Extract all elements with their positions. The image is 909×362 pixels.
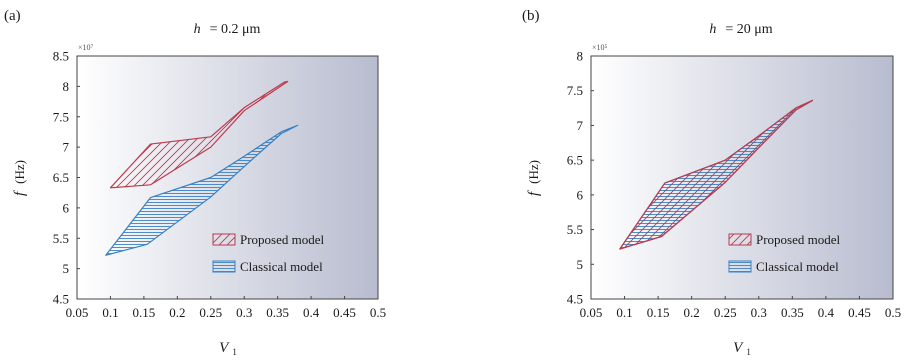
y-tick-label: 8: [577, 49, 584, 64]
title-symbol-a: h: [194, 22, 201, 37]
x-tick-label: 0.45: [848, 305, 871, 320]
x-tick-label: 0.4: [818, 305, 835, 320]
x-tick-label: 0.2: [684, 305, 700, 320]
series-band-classical: [105, 124, 299, 256]
legend-swatch-classical-a: [212, 260, 236, 273]
plot-area-b: [619, 99, 814, 250]
panel-a: (a) h = 0.2 μm ×10⁷ f (Hz) V 1 Proposed …: [4, 8, 379, 357]
x-tick-label: 0.25: [714, 305, 737, 320]
y-tick-label: 6.5: [53, 170, 69, 185]
x-tick-label: 0.5: [885, 305, 901, 320]
title-value-a: = 0.2 μm: [210, 22, 261, 37]
y-axis-symbol-a: f: [12, 190, 28, 196]
y-tick-label: 7: [577, 118, 584, 133]
legend-swatch-classical-b: [728, 260, 752, 273]
plot-background-b: [591, 56, 893, 299]
y-tick-label: 6: [63, 200, 70, 215]
legend-swatch-proposed-b: [728, 233, 752, 246]
series-band-proposed: [109, 80, 289, 189]
legend-b: Proposed model Classical model: [728, 232, 841, 274]
x-axis-label-b: V 1: [733, 339, 751, 357]
title-symbol-b: h: [709, 22, 716, 37]
y-tick-label: 5: [63, 261, 70, 276]
panel-b: (b) h = 20 μm ×10⁵ f (Hz) V 1 Proposed m…: [522, 8, 894, 357]
x-tick-label: 0.45: [333, 305, 356, 320]
legend-label-proposed-a: Proposed model: [240, 232, 325, 247]
legend-label-classical-b: Classical model: [756, 259, 839, 274]
series-band-proposed: [619, 99, 814, 250]
y-axis-label-b: f (Hz): [525, 160, 542, 196]
x-tick-label: 0.5: [370, 305, 386, 320]
legend-label-proposed-b: Proposed model: [756, 232, 841, 247]
x-axis-subscript-b: 1: [746, 347, 751, 357]
y-tick-label: 7.5: [567, 83, 583, 98]
y-tick-label: 7.5: [53, 109, 69, 124]
title-value-b: = 20 μm: [725, 22, 772, 37]
y-axis-unit-b: (Hz): [526, 160, 541, 184]
x-tick-label: 0.1: [616, 305, 632, 320]
x-tick-label: 0.15: [647, 305, 670, 320]
y-tick-label: 5.5: [567, 222, 583, 237]
legend-label-classical-a: Classical model: [240, 259, 323, 274]
plot-frame-b: [590, 55, 894, 300]
x-tick-label: 0.3: [236, 305, 252, 320]
x-tick-label: 0.2: [169, 305, 185, 320]
x-tick-label: 0.15: [133, 305, 156, 320]
y-tick-label: 5.5: [53, 231, 69, 246]
y-axis-symbol-b: f: [526, 190, 542, 196]
x-axis-subscript-a: 1: [232, 347, 237, 357]
x-tick-label: 0.3: [751, 305, 767, 320]
y-axis-unit-a: (Hz): [12, 160, 27, 184]
y-tick-label: 4.5: [567, 292, 583, 307]
x-axis-symbol-b: V: [733, 340, 744, 356]
x-tick-label: 0.1: [102, 305, 118, 320]
y-tick-label: 5: [577, 257, 584, 272]
y-tick-label: 8: [63, 79, 70, 94]
y-tick-label: 7: [63, 140, 70, 155]
chart-title-a: h = 0.2 μm: [194, 20, 261, 37]
x-axis-symbol-a: V: [219, 340, 230, 356]
chart-title-b: h = 20 μm: [709, 20, 772, 37]
legend-a: Proposed model Classical model: [212, 232, 325, 274]
y-multiplier-b: ×10⁵: [592, 43, 608, 52]
y-axis-label-a: f (Hz): [11, 160, 28, 196]
x-tick-label: 0.25: [199, 305, 222, 320]
y-tick-label: 4.5: [53, 292, 69, 307]
y-tick-label: 6.5: [567, 153, 583, 168]
legend-swatch-proposed-a: [212, 233, 236, 246]
panel-label-b: (b): [522, 8, 540, 24]
x-tick-label: 0.35: [266, 305, 289, 320]
x-tick-label: 0.4: [303, 305, 320, 320]
x-tick-label: 0.05: [580, 305, 603, 320]
x-axis-label-a: V 1: [219, 339, 237, 357]
x-tick-label: 0.05: [66, 305, 89, 320]
panel-label-a: (a): [4, 8, 21, 24]
x-tick-label: 0.35: [781, 305, 804, 320]
y-tick-label: 6: [577, 187, 584, 202]
y-tick-label: 8.5: [53, 49, 69, 64]
plot-area-a: [105, 80, 299, 256]
y-multiplier-a: ×10⁷: [78, 43, 94, 52]
